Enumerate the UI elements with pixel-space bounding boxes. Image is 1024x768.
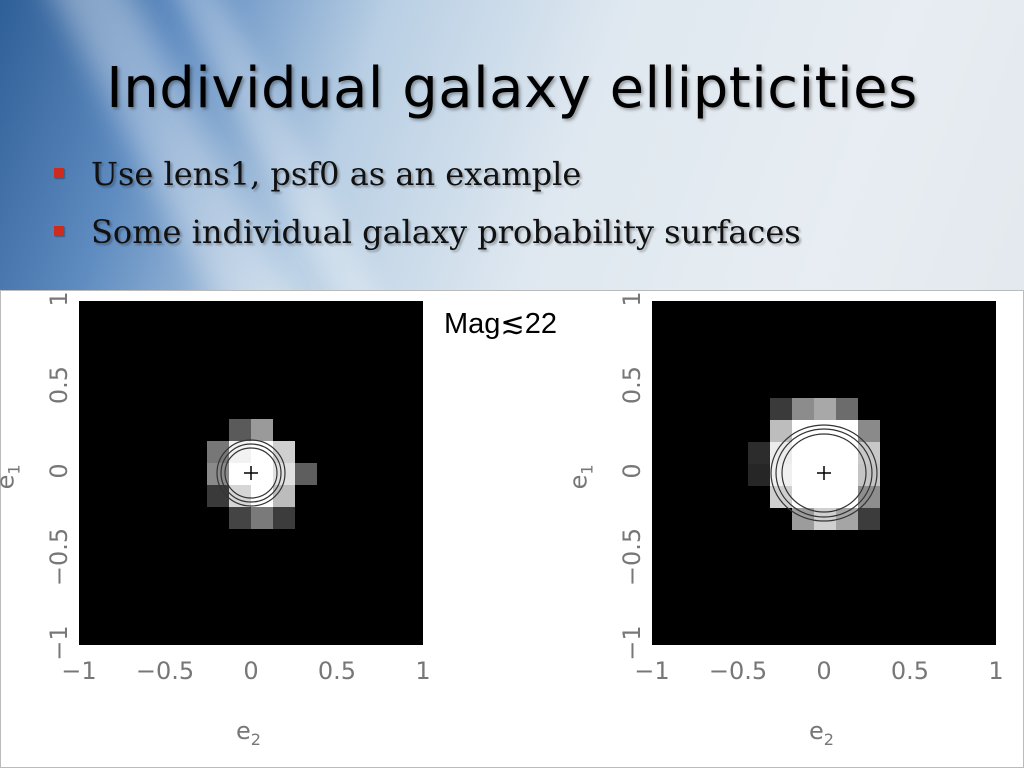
x-axis-label: e2	[809, 717, 834, 749]
probability-surface-panel-right: 1 0.5 0 −0.5 −1 −1 −0.5 0 0.5 1 e2 e1	[565, 291, 1014, 766]
bullet-marker-icon	[54, 168, 64, 178]
x-tick-label: 0	[816, 657, 832, 685]
y-tick-label: 0	[45, 463, 73, 479]
probability-surface-graphic	[207, 419, 317, 529]
x-tick-label: 0.5	[890, 657, 930, 685]
y-tick-label: −0.5	[618, 527, 646, 587]
probability-surface-plot	[79, 301, 423, 645]
y-tick-label: 0.5	[45, 365, 73, 405]
y-tick-label: −0.5	[45, 527, 73, 587]
probability-pixels	[748, 398, 880, 530]
probability-surface-plot	[652, 301, 996, 645]
center-marker	[244, 466, 258, 480]
center-marker	[817, 466, 831, 480]
bullet-marker-icon	[54, 226, 64, 236]
contour-lines	[216, 439, 286, 507]
x-tick-label: −0.5	[135, 657, 195, 685]
probability-surface-panel-left: 1 0.5 0 −0.5 −1 −1 −0.5 0 0.5 1 e2 e1	[0, 291, 441, 766]
x-tick-label: 0.5	[317, 657, 357, 685]
y-axis-label: e1	[564, 464, 597, 490]
y-tick-label: 0	[618, 463, 646, 479]
figure-image: 1 0.5 0 −0.5 −1 −1 −0.5 0 0.5 1 e2 e1	[0, 290, 1024, 768]
y-tick-label: 0.5	[618, 365, 646, 405]
y-tick-label: 1	[618, 291, 646, 307]
x-axis-label: e2	[236, 717, 261, 749]
x-tick-label: −1	[634, 657, 670, 685]
probability-pixels	[207, 419, 317, 529]
contour-lines	[770, 424, 878, 522]
x-tick-label: −0.5	[708, 657, 768, 685]
y-tick-label: 1	[45, 291, 73, 307]
x-tick-label: 0	[243, 657, 259, 685]
y-axis-label: e1	[0, 464, 24, 489]
probability-surface-graphic	[748, 398, 880, 530]
x-tick-label: 1	[988, 657, 1004, 685]
bullet-text: Use lens1, psf0 as an example	[91, 155, 582, 193]
x-tick-label: −1	[61, 657, 97, 685]
x-tick-label: 1	[415, 657, 431, 685]
slide-title: Individual galaxy ellipticities	[106, 56, 918, 121]
bullet-text: Some individual galaxy probability surfa…	[91, 213, 801, 251]
magnitude-annotation: Mag≲22	[444, 308, 557, 340]
